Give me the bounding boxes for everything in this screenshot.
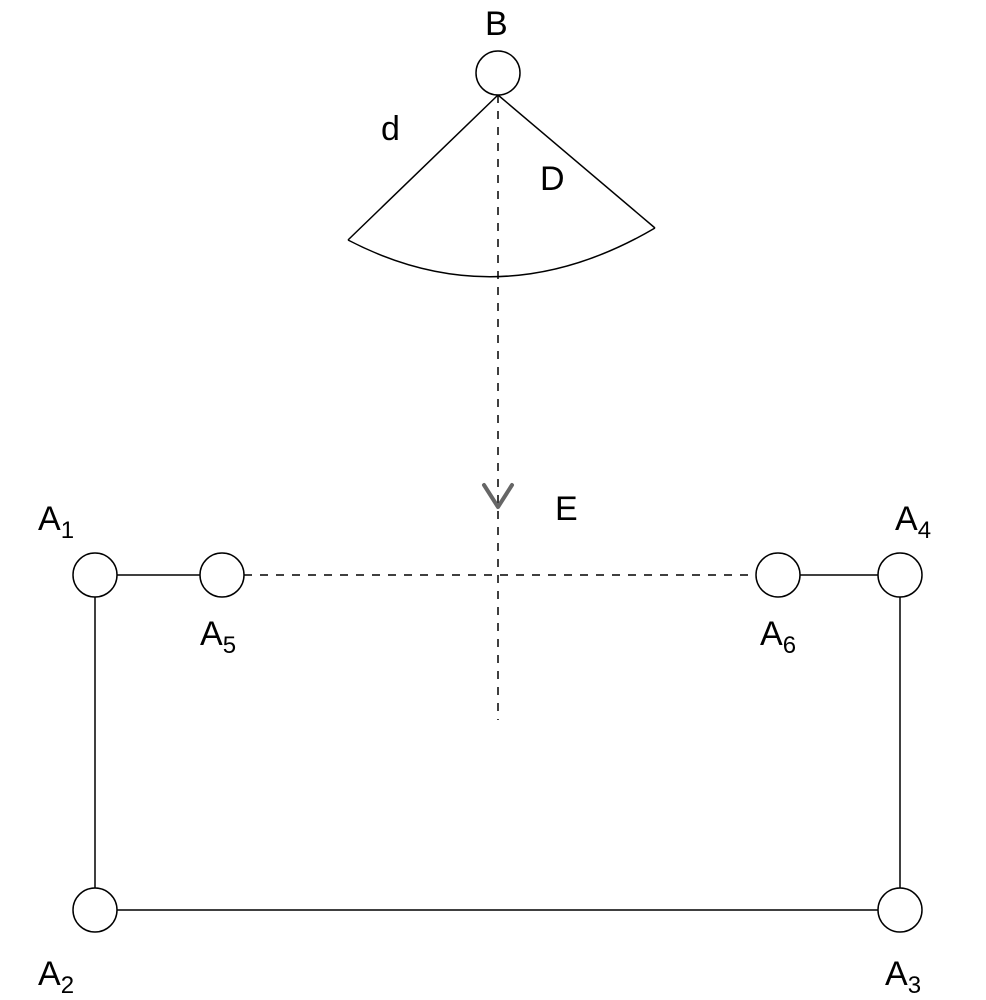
label-A1: A1 bbox=[38, 500, 74, 544]
node-B bbox=[476, 51, 520, 95]
node-A5 bbox=[200, 553, 244, 597]
label-A3: A3 bbox=[885, 955, 921, 999]
node-A1 bbox=[73, 553, 117, 597]
node-A2 bbox=[73, 888, 117, 932]
node-A6 bbox=[756, 553, 800, 597]
nodes-group bbox=[73, 51, 922, 932]
sector-arc bbox=[348, 228, 655, 277]
label-A5: A5 bbox=[200, 615, 236, 659]
sector-side-left bbox=[348, 95, 498, 240]
label-A6: A6 bbox=[760, 615, 796, 659]
label-d: d bbox=[381, 110, 400, 148]
diagram-canvas: Bd D E A1 A2 A3 A4 A5 A6 bbox=[0, 0, 986, 1000]
labels-group: Bd D E A1 A2 A3 A4 A5 A6 bbox=[38, 5, 931, 999]
dashed-arrow bbox=[484, 95, 512, 720]
sector-side-right bbox=[498, 95, 655, 228]
label-B: B bbox=[485, 5, 508, 43]
node-A3 bbox=[878, 888, 922, 932]
label-D: D bbox=[540, 160, 565, 198]
label-A2: A2 bbox=[38, 955, 74, 999]
label-A4: A4 bbox=[895, 500, 931, 544]
label-E: E bbox=[555, 490, 578, 528]
node-A4 bbox=[878, 553, 922, 597]
